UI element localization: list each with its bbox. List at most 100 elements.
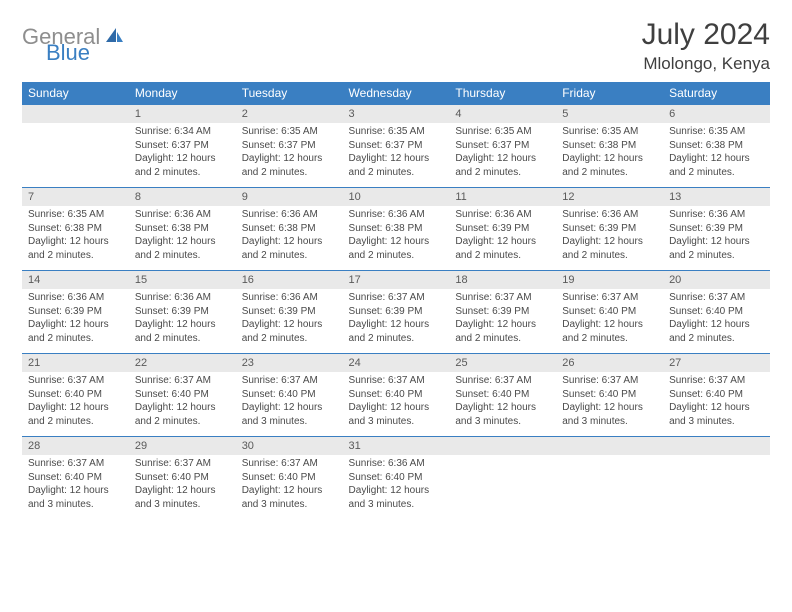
day-content: Sunrise: 6:35 AMSunset: 6:38 PMDaylight:… [22,206,129,270]
sunset-text: Sunset: 6:37 PM [349,139,444,153]
sunset-text: Sunset: 6:39 PM [455,222,550,236]
sunrise-text: Sunrise: 6:36 AM [135,291,230,305]
sunset-text: Sunset: 6:38 PM [562,139,657,153]
daylight-text: Daylight: 12 hours and 2 minutes. [562,235,657,262]
sunset-text: Sunset: 6:39 PM [455,305,550,319]
day-number-cell: 13 [663,188,770,207]
day-number: 14 [22,271,129,289]
calendar-table: Sunday Monday Tuesday Wednesday Thursday… [22,82,770,519]
day-number-cell: 5 [556,105,663,124]
day-number: 22 [129,354,236,372]
day-number: 1 [129,105,236,123]
day-number: 12 [556,188,663,206]
sunset-text: Sunset: 6:40 PM [562,388,657,402]
sunset-text: Sunset: 6:40 PM [669,305,764,319]
sunset-text: Sunset: 6:40 PM [242,388,337,402]
sunrise-text: Sunrise: 6:36 AM [455,208,550,222]
sunrise-text: Sunrise: 6:37 AM [28,374,123,388]
day-number-row: 78910111213 [22,188,770,207]
day-number: 27 [663,354,770,372]
day-content [449,455,556,515]
day-content-row: Sunrise: 6:35 AMSunset: 6:38 PMDaylight:… [22,206,770,271]
day-number-cell: 20 [663,271,770,290]
daylight-text: Daylight: 12 hours and 2 minutes. [135,152,230,179]
sunrise-text: Sunrise: 6:35 AM [242,125,337,139]
sunset-text: Sunset: 6:38 PM [669,139,764,153]
daylight-text: Daylight: 12 hours and 2 minutes. [669,235,764,262]
day-number: 9 [236,188,343,206]
day-number [22,105,129,119]
day-content: Sunrise: 6:37 AMSunset: 6:40 PMDaylight:… [22,455,129,519]
sunset-text: Sunset: 6:40 PM [562,305,657,319]
day-content-cell: Sunrise: 6:35 AMSunset: 6:38 PMDaylight:… [663,123,770,188]
day-content-cell: Sunrise: 6:37 AMSunset: 6:40 PMDaylight:… [236,372,343,437]
day-content-cell: Sunrise: 6:36 AMSunset: 6:39 PMDaylight:… [129,289,236,354]
day-content: Sunrise: 6:37 AMSunset: 6:40 PMDaylight:… [449,372,556,436]
day-number-cell: 28 [22,437,129,456]
sunrise-text: Sunrise: 6:37 AM [669,291,764,305]
daylight-text: Daylight: 12 hours and 3 minutes. [28,484,123,511]
daylight-text: Daylight: 12 hours and 3 minutes. [455,401,550,428]
weekday-header: Monday [129,82,236,105]
sunrise-text: Sunrise: 6:34 AM [135,125,230,139]
sunset-text: Sunset: 6:38 PM [349,222,444,236]
day-content-cell: Sunrise: 6:35 AMSunset: 6:37 PMDaylight:… [449,123,556,188]
sunrise-text: Sunrise: 6:36 AM [242,291,337,305]
weekday-header: Friday [556,82,663,105]
sunrise-text: Sunrise: 6:37 AM [135,457,230,471]
day-content: Sunrise: 6:37 AMSunset: 6:40 PMDaylight:… [343,372,450,436]
day-content: Sunrise: 6:37 AMSunset: 6:40 PMDaylight:… [236,455,343,519]
day-content-cell: Sunrise: 6:35 AMSunset: 6:37 PMDaylight:… [236,123,343,188]
sunset-text: Sunset: 6:38 PM [135,222,230,236]
day-number-cell: 15 [129,271,236,290]
day-number [556,437,663,451]
sunset-text: Sunset: 6:37 PM [455,139,550,153]
sunset-text: Sunset: 6:38 PM [242,222,337,236]
day-content-cell: Sunrise: 6:37 AMSunset: 6:40 PMDaylight:… [663,289,770,354]
day-number: 11 [449,188,556,206]
sunrise-text: Sunrise: 6:37 AM [349,291,444,305]
day-content [556,455,663,515]
weekday-header: Sunday [22,82,129,105]
daylight-text: Daylight: 12 hours and 2 minutes. [562,318,657,345]
weekday-header: Saturday [663,82,770,105]
sunset-text: Sunset: 6:37 PM [242,139,337,153]
day-content: Sunrise: 6:35 AMSunset: 6:37 PMDaylight:… [449,123,556,187]
sunset-text: Sunset: 6:39 PM [28,305,123,319]
sunrise-text: Sunrise: 6:35 AM [669,125,764,139]
sunrise-text: Sunrise: 6:37 AM [669,374,764,388]
sunrise-text: Sunrise: 6:35 AM [28,208,123,222]
daylight-text: Daylight: 12 hours and 2 minutes. [349,235,444,262]
day-number: 5 [556,105,663,123]
sunrise-text: Sunrise: 6:37 AM [349,374,444,388]
daylight-text: Daylight: 12 hours and 2 minutes. [242,235,337,262]
day-content [663,455,770,515]
sunrise-text: Sunrise: 6:37 AM [242,374,337,388]
day-content [22,123,129,183]
daylight-text: Daylight: 12 hours and 3 minutes. [242,484,337,511]
day-content-cell: Sunrise: 6:36 AMSunset: 6:39 PMDaylight:… [663,206,770,271]
day-number-cell: 29 [129,437,236,456]
sunset-text: Sunset: 6:40 PM [349,471,444,485]
day-content: Sunrise: 6:35 AMSunset: 6:37 PMDaylight:… [236,123,343,187]
daylight-text: Daylight: 12 hours and 3 minutes. [135,484,230,511]
day-number-cell: 19 [556,271,663,290]
day-number: 18 [449,271,556,289]
day-number-cell: 17 [343,271,450,290]
day-content-cell: Sunrise: 6:35 AMSunset: 6:37 PMDaylight:… [343,123,450,188]
day-content-cell: Sunrise: 6:36 AMSunset: 6:39 PMDaylight:… [556,206,663,271]
sunset-text: Sunset: 6:39 PM [669,222,764,236]
day-number-cell: 14 [22,271,129,290]
day-content-row: Sunrise: 6:36 AMSunset: 6:39 PMDaylight:… [22,289,770,354]
daylight-text: Daylight: 12 hours and 2 minutes. [455,318,550,345]
sunset-text: Sunset: 6:40 PM [455,388,550,402]
sunset-text: Sunset: 6:40 PM [135,471,230,485]
sunrise-text: Sunrise: 6:35 AM [562,125,657,139]
sunset-text: Sunset: 6:39 PM [562,222,657,236]
day-number-cell: 31 [343,437,450,456]
daylight-text: Daylight: 12 hours and 2 minutes. [455,152,550,179]
sunset-text: Sunset: 6:38 PM [28,222,123,236]
day-number: 31 [343,437,450,455]
day-number: 17 [343,271,450,289]
day-number: 6 [663,105,770,123]
